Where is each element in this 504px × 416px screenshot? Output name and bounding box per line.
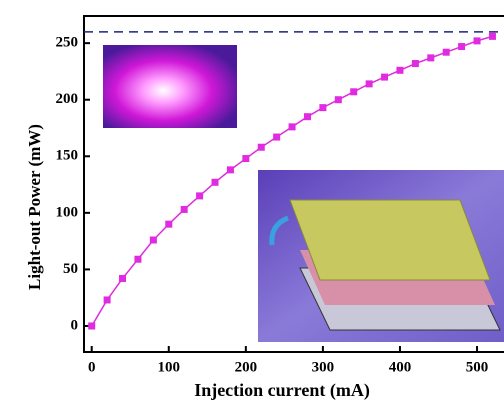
data-point: [458, 43, 465, 50]
data-point: [289, 123, 296, 130]
data-point: [212, 179, 219, 186]
y-tick-label: 200: [56, 91, 79, 107]
data-point: [474, 37, 481, 44]
data-point: [489, 33, 496, 40]
x-tick-label: 0: [88, 359, 96, 375]
y-axis-label: Light-out Power (mW): [25, 124, 44, 290]
data-point: [181, 206, 188, 213]
data-point: [443, 49, 450, 56]
y-tick-label: 100: [56, 204, 79, 220]
top-layer: [290, 200, 490, 280]
data-point: [227, 166, 234, 173]
x-tick-label: 400: [389, 359, 412, 375]
data-point: [366, 80, 373, 87]
y-tick-label: 0: [71, 317, 79, 333]
data-point: [134, 256, 141, 263]
data-point: [104, 296, 111, 303]
y-tick-label: 50: [63, 261, 78, 277]
data-point: [335, 96, 342, 103]
x-tick-label: 500: [466, 359, 489, 375]
x-tick-label: 200: [235, 359, 258, 375]
chart: Light-out Power (mW) Injection current (…: [0, 0, 504, 411]
y-tick-label: 150: [56, 148, 79, 164]
data-point: [165, 221, 172, 228]
data-point: [273, 134, 280, 141]
data-point: [119, 275, 126, 282]
data-point: [350, 88, 357, 95]
x-tick-label: 300: [312, 359, 335, 375]
y-tick-label: 250: [56, 35, 79, 51]
data-point: [196, 192, 203, 199]
data-point: [381, 74, 388, 81]
data-point: [242, 155, 249, 162]
x-tick-label: 100: [158, 359, 181, 375]
data-point: [319, 104, 326, 111]
x-axis-label: Injection current (mA): [194, 380, 370, 401]
inset-photo: [103, 45, 237, 128]
data-point: [412, 60, 419, 67]
data-point: [396, 67, 403, 74]
data-point: [304, 113, 311, 120]
data-point: [150, 237, 157, 244]
data-point: [258, 144, 265, 151]
data-point: [427, 54, 434, 61]
data-point: [88, 322, 95, 329]
